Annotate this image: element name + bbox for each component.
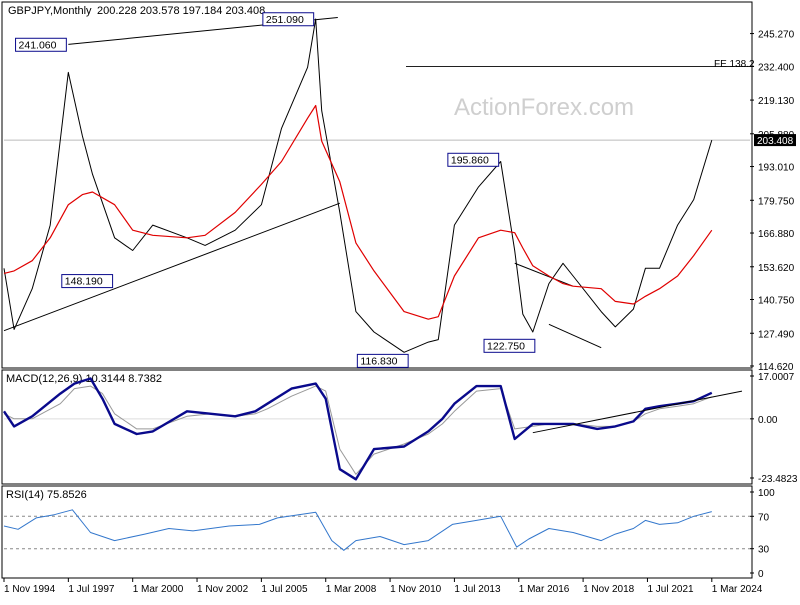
rsi-panel (1, 485, 753, 579)
macd-y-tick-label: -23.4823 (758, 474, 798, 485)
x-tick-label: 1 Nov 2010 (390, 584, 442, 595)
price-line (3, 18, 713, 353)
price-annotation-box (61, 274, 114, 289)
price-panel (1, 1, 753, 369)
price-annotation-label: 148.190 (65, 276, 103, 288)
chart-marks: 245.270232.400219.130205.880193.010179.7… (3, 12, 798, 595)
x-tick-label: 1 Mar 2024 (712, 584, 763, 595)
watermark: ActionForex.com (454, 94, 634, 121)
x-tick-label: 1 Nov 1994 (4, 584, 56, 595)
price-annotation-box (15, 37, 67, 52)
rsi-y-tick-label: 0 (758, 569, 764, 580)
price-y-tick-label: 166.880 (758, 229, 795, 240)
fe-label: FE 138.2 (714, 59, 755, 70)
rsi-y-tick-label: 100 (758, 488, 775, 499)
price-y-tick-label: 127.490 (758, 329, 795, 340)
macd-panel (1, 369, 753, 485)
x-tick-label: 1 Nov 2002 (197, 584, 249, 595)
macd-line (3, 377, 713, 481)
x-tick-label: 1 Jul 2013 (454, 584, 501, 595)
macd-y-tick-label: 0.00 (758, 415, 778, 426)
price-y-tick-label: 179.750 (758, 196, 795, 207)
price-annotation-box (447, 152, 500, 167)
trendline (548, 323, 602, 349)
price-annotation-label: 251.090 (266, 14, 304, 26)
trendline (3, 202, 340, 332)
price-y-tick-label: 245.270 (758, 30, 795, 41)
price-y-tick-label: 114.620 (758, 362, 794, 373)
price-y-tick-label: 153.620 (758, 263, 795, 274)
x-tick-label: 1 Jul 2021 (647, 584, 694, 595)
price-y-tick-label: 232.400 (758, 62, 795, 73)
price-annotation-box (356, 353, 409, 368)
price-annotation-label: 241.060 (19, 39, 57, 51)
x-tick-label: 1 Mar 2016 (519, 584, 570, 595)
price-y-tick-label: 140.750 (758, 296, 795, 307)
rsi-line (3, 509, 712, 551)
macd-y-tick-label: 17.0007 (758, 372, 795, 383)
ohlc-label: 200.228 203.578 197.184 203.408 (97, 5, 265, 17)
symbol-label: GBPJPY,Monthly (8, 5, 92, 17)
rsi-title: RSI(14) 75.8526 (6, 489, 87, 501)
current-price-tag (754, 134, 796, 147)
x-tick-label: 1 Jul 2005 (261, 584, 308, 595)
x-tick-label: 1 Nov 2018 (583, 584, 635, 595)
macd-title: MACD(12,26,9) 10.3144 8.7382 (6, 373, 162, 385)
rsi-y-tick-label: 30 (758, 545, 770, 556)
price-annotation-box (262, 12, 315, 27)
current-price-tag-label: 203.408 (757, 136, 794, 147)
x-tick-label: 1 Jul 1997 (68, 584, 115, 595)
moving-average-line (3, 104, 713, 320)
price-annotation-label: 195.860 (451, 154, 489, 166)
x-tick-label: 1 Mar 2000 (133, 584, 184, 595)
price-annotation-label: 122.750 (487, 340, 525, 352)
price-y-tick-label: 219.130 (758, 96, 795, 107)
macd-trendline (532, 390, 743, 434)
x-tick-label: 1 Mar 2008 (326, 584, 377, 595)
price-y-tick-label: 193.010 (758, 163, 795, 174)
trendline (514, 262, 574, 287)
price-annotation-box (483, 338, 536, 353)
rsi-y-tick-label: 70 (758, 512, 770, 523)
price-annotation-label: 116.830 (360, 355, 397, 367)
